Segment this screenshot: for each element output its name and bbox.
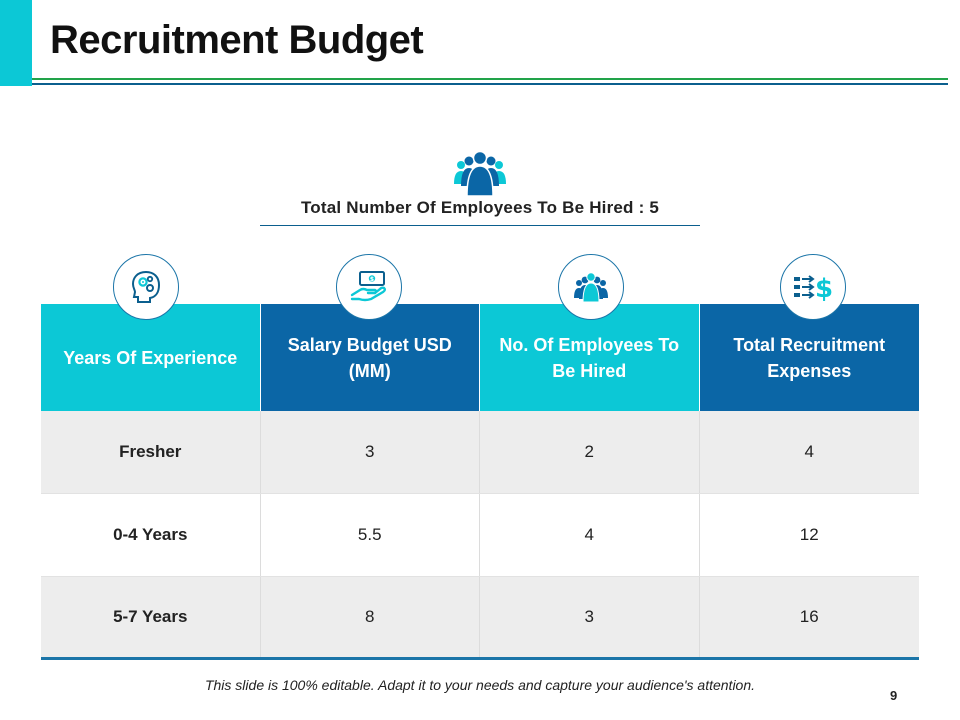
table-row: Fresher 3 2 4	[41, 411, 919, 494]
table-cell: 5.5	[261, 494, 480, 576]
table-header-row: Years Of Experience Salary Budget USD (M…	[41, 304, 919, 411]
svg-text:$: $	[370, 276, 374, 283]
table-cell: 8	[261, 577, 480, 657]
table-cell: 16	[799, 607, 819, 626]
table-cell: 3	[261, 411, 480, 493]
total-employees-label: Total Number Of Employees To Be Hired : …	[300, 198, 660, 217]
group-icon	[574, 272, 608, 302]
table-row: 0-4 Years 5.5 4 12	[41, 494, 919, 577]
header-employees-to-hire: No. Of Employees To Be Hired	[480, 304, 700, 411]
header-total-expenses: Total Recruitment Expenses	[699, 304, 919, 411]
hand-money-icon: $	[350, 271, 386, 302]
header-salary-budget: Salary Budget USD (MM)	[260, 304, 480, 411]
table-cell: 5-7 Years	[41, 577, 261, 657]
title-accent-bar	[0, 0, 32, 86]
team-icon	[454, 150, 506, 196]
head-gears-icon	[131, 270, 161, 303]
svg-text:$: $	[815, 274, 833, 303]
table-cell: 4	[804, 442, 814, 461]
col-icon-experience	[113, 254, 179, 320]
table-cell: 4	[480, 494, 700, 576]
total-label-underline	[260, 225, 700, 226]
header-years-experience: Years Of Experience	[41, 304, 261, 411]
title-divider-green	[32, 78, 948, 80]
table-cell: Fresher	[41, 411, 261, 493]
slide-title: Recruitment Budget	[50, 18, 424, 62]
col-icon-employees	[558, 254, 624, 320]
col-icon-salary: $	[336, 254, 402, 320]
title-divider-blue	[32, 83, 948, 85]
page-number: 9	[890, 688, 898, 703]
table-cell: 2	[480, 411, 700, 493]
table-cell: 3	[480, 577, 700, 657]
list-dollar-icon: $	[794, 274, 833, 303]
footer-note: This slide is 100% editable. Adapt it to…	[204, 677, 756, 693]
budget-table: Years Of Experience Salary Budget USD (M…	[41, 304, 919, 660]
col-icon-expenses: $	[780, 254, 846, 320]
table-cell: 12	[799, 525, 819, 544]
table-cell: 0-4 Years	[41, 494, 261, 576]
table-row: 5-7 Years 8 3 16	[41, 577, 919, 660]
